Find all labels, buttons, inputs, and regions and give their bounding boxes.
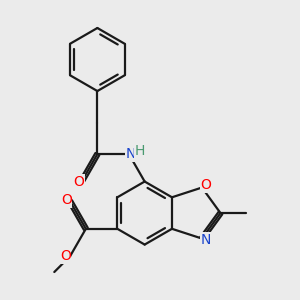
- Text: N: N: [200, 233, 211, 247]
- Text: O: O: [61, 193, 72, 207]
- Text: N: N: [125, 147, 136, 161]
- Text: O: O: [60, 249, 71, 263]
- Text: H: H: [135, 144, 145, 158]
- Text: O: O: [74, 175, 85, 188]
- Text: O: O: [200, 178, 211, 192]
